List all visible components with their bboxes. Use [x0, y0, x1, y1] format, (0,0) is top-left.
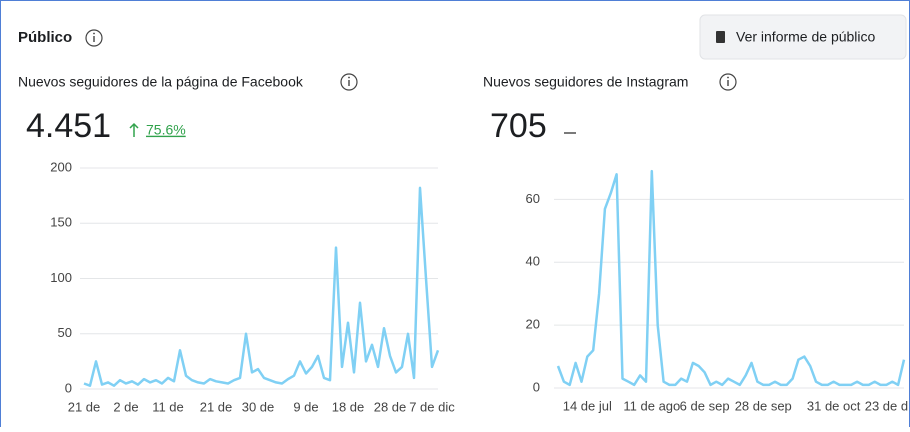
y-tick-label: 40: [526, 254, 540, 269]
y-tick-label: 50: [58, 325, 72, 340]
button-label[interactable]: Ver informe de público: [736, 29, 876, 45]
x-tick-label: 18 de: [332, 399, 365, 414]
x-tick-label: 28 de: [374, 399, 407, 414]
change: 75.6%: [146, 122, 186, 138]
data-line: [556, 169, 906, 387]
x-tick-label: 11 de: [152, 399, 184, 414]
y-tick-label: 0: [65, 380, 72, 395]
info-icon: [340, 73, 358, 91]
x-tick-label: 9 de: [293, 399, 318, 414]
y-tick-label: 20: [526, 317, 540, 332]
total: 4.451: [26, 107, 111, 145]
x-tick-label: 2 de: [113, 399, 138, 414]
chart-title: Nuevos seguidores de Instagram: [483, 74, 688, 90]
y-tick-label: 150: [50, 215, 72, 230]
total: 705: [490, 107, 547, 145]
info-icon: [719, 73, 737, 91]
x-tick-label: 31 de oct: [807, 398, 861, 413]
data-line: [83, 186, 440, 387]
report-button[interactable]: Ver informe de público: [699, 14, 907, 60]
x-tick-label: 30 de: [242, 399, 275, 414]
x-tick-label: 21 de: [200, 399, 233, 414]
x-tick-label: 28 de sep: [735, 398, 792, 413]
x-tick-label: 23 de d: [865, 398, 908, 413]
x-tick-label: 7 de dic: [409, 399, 455, 414]
x-tick-label: 21 de: [68, 399, 101, 414]
x-tick-label: 6 de sep: [680, 398, 730, 413]
section-title: Público: [18, 29, 72, 46]
y-tick-label: 0: [533, 379, 540, 394]
y-tick-label: 100: [50, 270, 72, 285]
x-tick-label: 14 de jul: [563, 398, 612, 413]
y-tick-label: 60: [526, 191, 540, 206]
info-icon: [85, 29, 103, 47]
up-arrow: [129, 122, 139, 137]
x-tick-label: 11 de ago: [623, 398, 680, 413]
y-tick-label: 200: [50, 159, 72, 174]
chart-title: Nuevos seguidores de la página de Facebo…: [18, 74, 304, 90]
